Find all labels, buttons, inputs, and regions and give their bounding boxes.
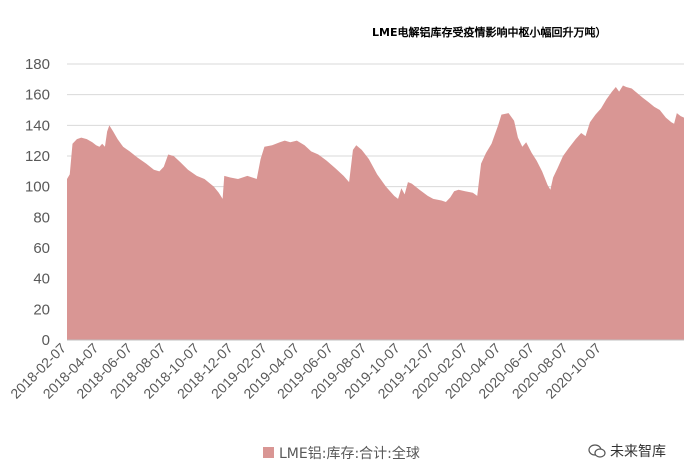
- x-axis: 2018-02-072018-04-072018-06-072018-08-07…: [7, 339, 684, 402]
- y-tick-label: 20: [33, 301, 50, 318]
- series-area: [67, 85, 684, 340]
- y-tick-label: 0: [42, 332, 50, 349]
- y-tick-label: 180: [25, 56, 50, 73]
- legend-label: LME铝:库存:合计:全球: [279, 445, 420, 462]
- y-tick-label: 80: [33, 209, 50, 226]
- y-tick-label: 120: [25, 148, 50, 165]
- y-tick-label: 140: [25, 117, 50, 134]
- y-axis: 0 20 40 60 80 100 120 140 160 180: [25, 56, 50, 349]
- y-tick-label: 100: [25, 179, 50, 196]
- y-tick-label: 60: [33, 240, 50, 257]
- wechat-logo-icon: [588, 444, 606, 458]
- watermark-text: 未来智库: [610, 444, 666, 460]
- legend-swatch: [263, 447, 274, 458]
- y-tick-label: 160: [25, 87, 50, 104]
- series-area-path: [67, 85, 684, 340]
- chart-title: LME电解铝库存受疫情影响中枢小幅回升万吨）: [372, 26, 607, 39]
- watermark: 未来智库: [588, 441, 666, 461]
- y-tick-label: 40: [33, 271, 50, 288]
- legend: LME铝:库存:合计:全球: [263, 445, 420, 462]
